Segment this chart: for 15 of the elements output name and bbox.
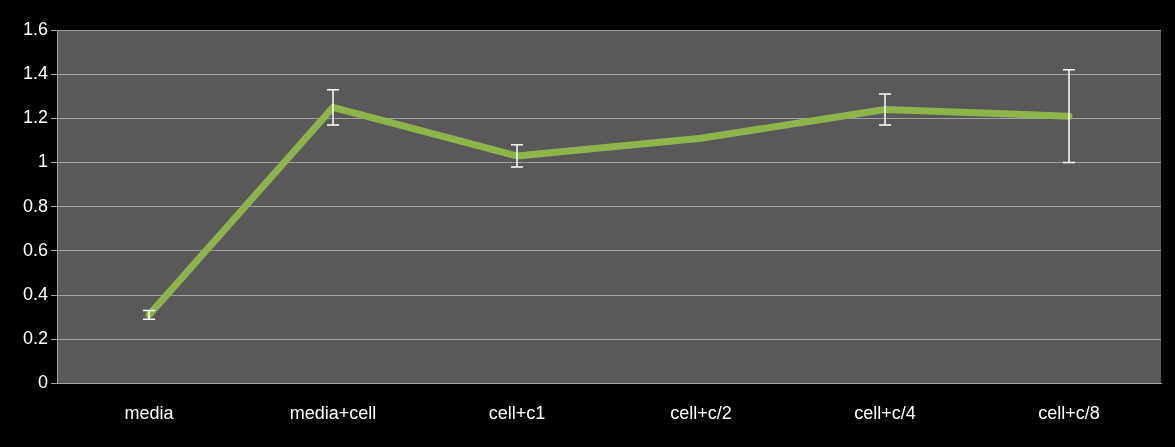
y-tick-label: 0.4 <box>22 284 49 305</box>
y-tick-label: 1.6 <box>22 18 49 39</box>
x-tick-label: media <box>124 403 175 424</box>
y-tick-label: 0.8 <box>22 195 49 216</box>
y-tick-label: 0.6 <box>22 239 49 260</box>
x-tick-label: cell+c/8 <box>1038 403 1100 424</box>
x-tick-label: media+cell <box>289 403 377 424</box>
x-tick-label: cell+c/2 <box>670 403 732 424</box>
y-tick-label: 0 <box>38 372 49 393</box>
y-tick-label: 1.2 <box>22 107 49 128</box>
y-tick-label: 0.2 <box>22 328 49 349</box>
x-tick-label: cell+c/4 <box>854 403 916 424</box>
y-tick-label: 1.4 <box>22 63 49 84</box>
y-tick-label: 1 <box>38 151 49 172</box>
x-tick-label: cell+c1 <box>488 403 546 424</box>
